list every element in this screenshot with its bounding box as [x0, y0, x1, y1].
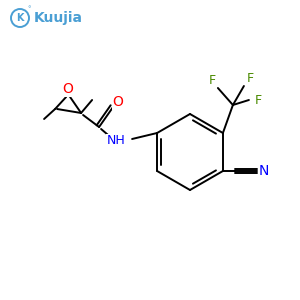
Text: Kuujia: Kuujia: [34, 11, 83, 25]
Text: O: O: [63, 82, 74, 96]
Text: F: F: [246, 73, 254, 85]
Text: K: K: [16, 13, 24, 23]
Text: F: F: [208, 74, 215, 88]
Text: NH: NH: [106, 134, 125, 148]
Text: N: N: [259, 164, 269, 178]
Text: O: O: [113, 95, 124, 109]
Text: F: F: [254, 94, 262, 106]
Text: °: °: [28, 6, 31, 12]
